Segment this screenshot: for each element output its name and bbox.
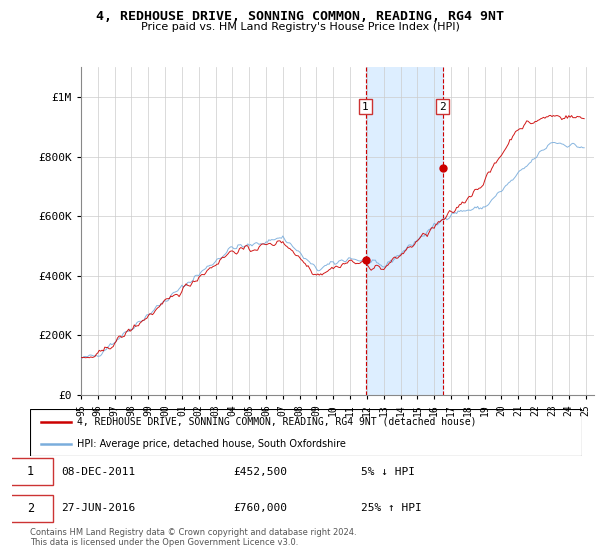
Text: 27-JUN-2016: 27-JUN-2016: [61, 503, 136, 513]
Text: Price paid vs. HM Land Registry's House Price Index (HPI): Price paid vs. HM Land Registry's House …: [140, 22, 460, 32]
Text: 5% ↓ HPI: 5% ↓ HPI: [361, 467, 415, 477]
Text: £452,500: £452,500: [233, 467, 287, 477]
Text: 25% ↑ HPI: 25% ↑ HPI: [361, 503, 422, 513]
Text: HPI: Average price, detached house, South Oxfordshire: HPI: Average price, detached house, Sout…: [77, 438, 346, 449]
FancyBboxPatch shape: [9, 494, 53, 521]
Text: 2: 2: [27, 502, 34, 515]
Bar: [365, 67, 443, 395]
Text: 4, REDHOUSE DRIVE, SONNING COMMON, READING, RG4 9NT (detached house): 4, REDHOUSE DRIVE, SONNING COMMON, READI…: [77, 417, 476, 427]
Text: £760,000: £760,000: [233, 503, 287, 513]
Text: 2: 2: [439, 101, 446, 111]
Text: 4, REDHOUSE DRIVE, SONNING COMMON, READING, RG4 9NT: 4, REDHOUSE DRIVE, SONNING COMMON, READI…: [96, 10, 504, 23]
FancyBboxPatch shape: [9, 459, 53, 486]
Text: 08-DEC-2011: 08-DEC-2011: [61, 467, 136, 477]
Text: Contains HM Land Registry data © Crown copyright and database right 2024.
This d: Contains HM Land Registry data © Crown c…: [30, 528, 356, 547]
Text: 1: 1: [362, 101, 369, 111]
Text: 1: 1: [27, 465, 34, 478]
